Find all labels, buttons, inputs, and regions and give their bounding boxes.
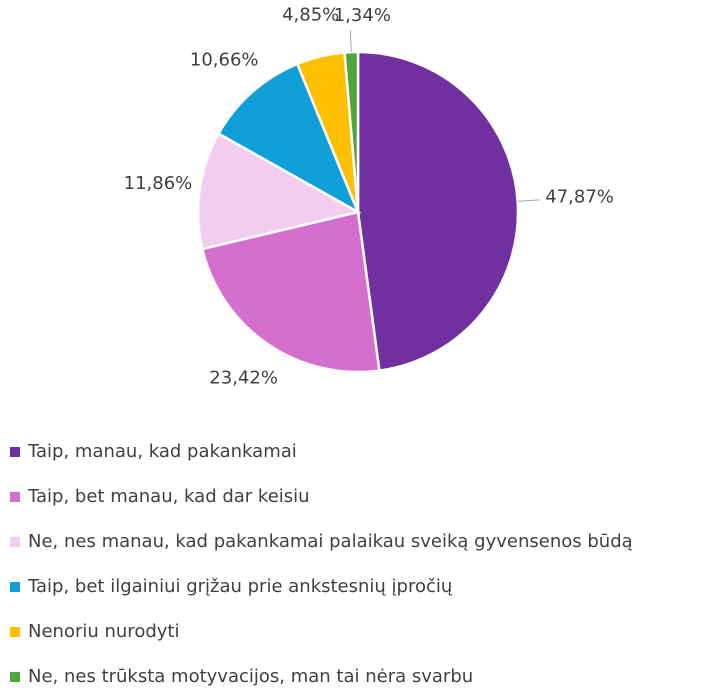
legend-label: Taip, bet ilgainiui grįžau prie ankstesn… bbox=[27, 576, 453, 597]
legend-label: Nenoriu nurodyti bbox=[28, 621, 179, 642]
legend-label: Taip, bet manau, kad dar keisiu bbox=[27, 486, 310, 507]
data-label: 11,86% bbox=[124, 173, 193, 194]
legend-label: Ne, nes trūksta motyvacijos, man tai nėr… bbox=[28, 666, 473, 687]
data-label: 4,85% bbox=[282, 5, 339, 26]
pie-slice bbox=[356, 50, 520, 372]
legend-swatch bbox=[10, 537, 20, 547]
leader-line bbox=[517, 199, 540, 202]
pie-slice bbox=[196, 131, 362, 251]
legend-swatch bbox=[10, 672, 20, 682]
pie-slice bbox=[200, 210, 381, 374]
legend-swatch bbox=[10, 447, 20, 457]
data-label: 10,66% bbox=[190, 50, 259, 71]
legend-swatch bbox=[10, 627, 20, 637]
pie-slice bbox=[216, 62, 361, 215]
data-label: 47,87% bbox=[545, 186, 614, 207]
legend-label: Taip, manau, kad pakankamai bbox=[27, 441, 297, 462]
leader-line bbox=[349, 30, 352, 53]
legend-swatch bbox=[10, 492, 20, 502]
legend-swatch bbox=[10, 582, 20, 592]
legend-label: Ne, nes manau, kad pakankamai palaikau s… bbox=[28, 531, 633, 552]
data-label: 1,34% bbox=[334, 5, 391, 26]
data-label: 23,42% bbox=[209, 367, 278, 388]
pie-slice bbox=[343, 50, 360, 213]
